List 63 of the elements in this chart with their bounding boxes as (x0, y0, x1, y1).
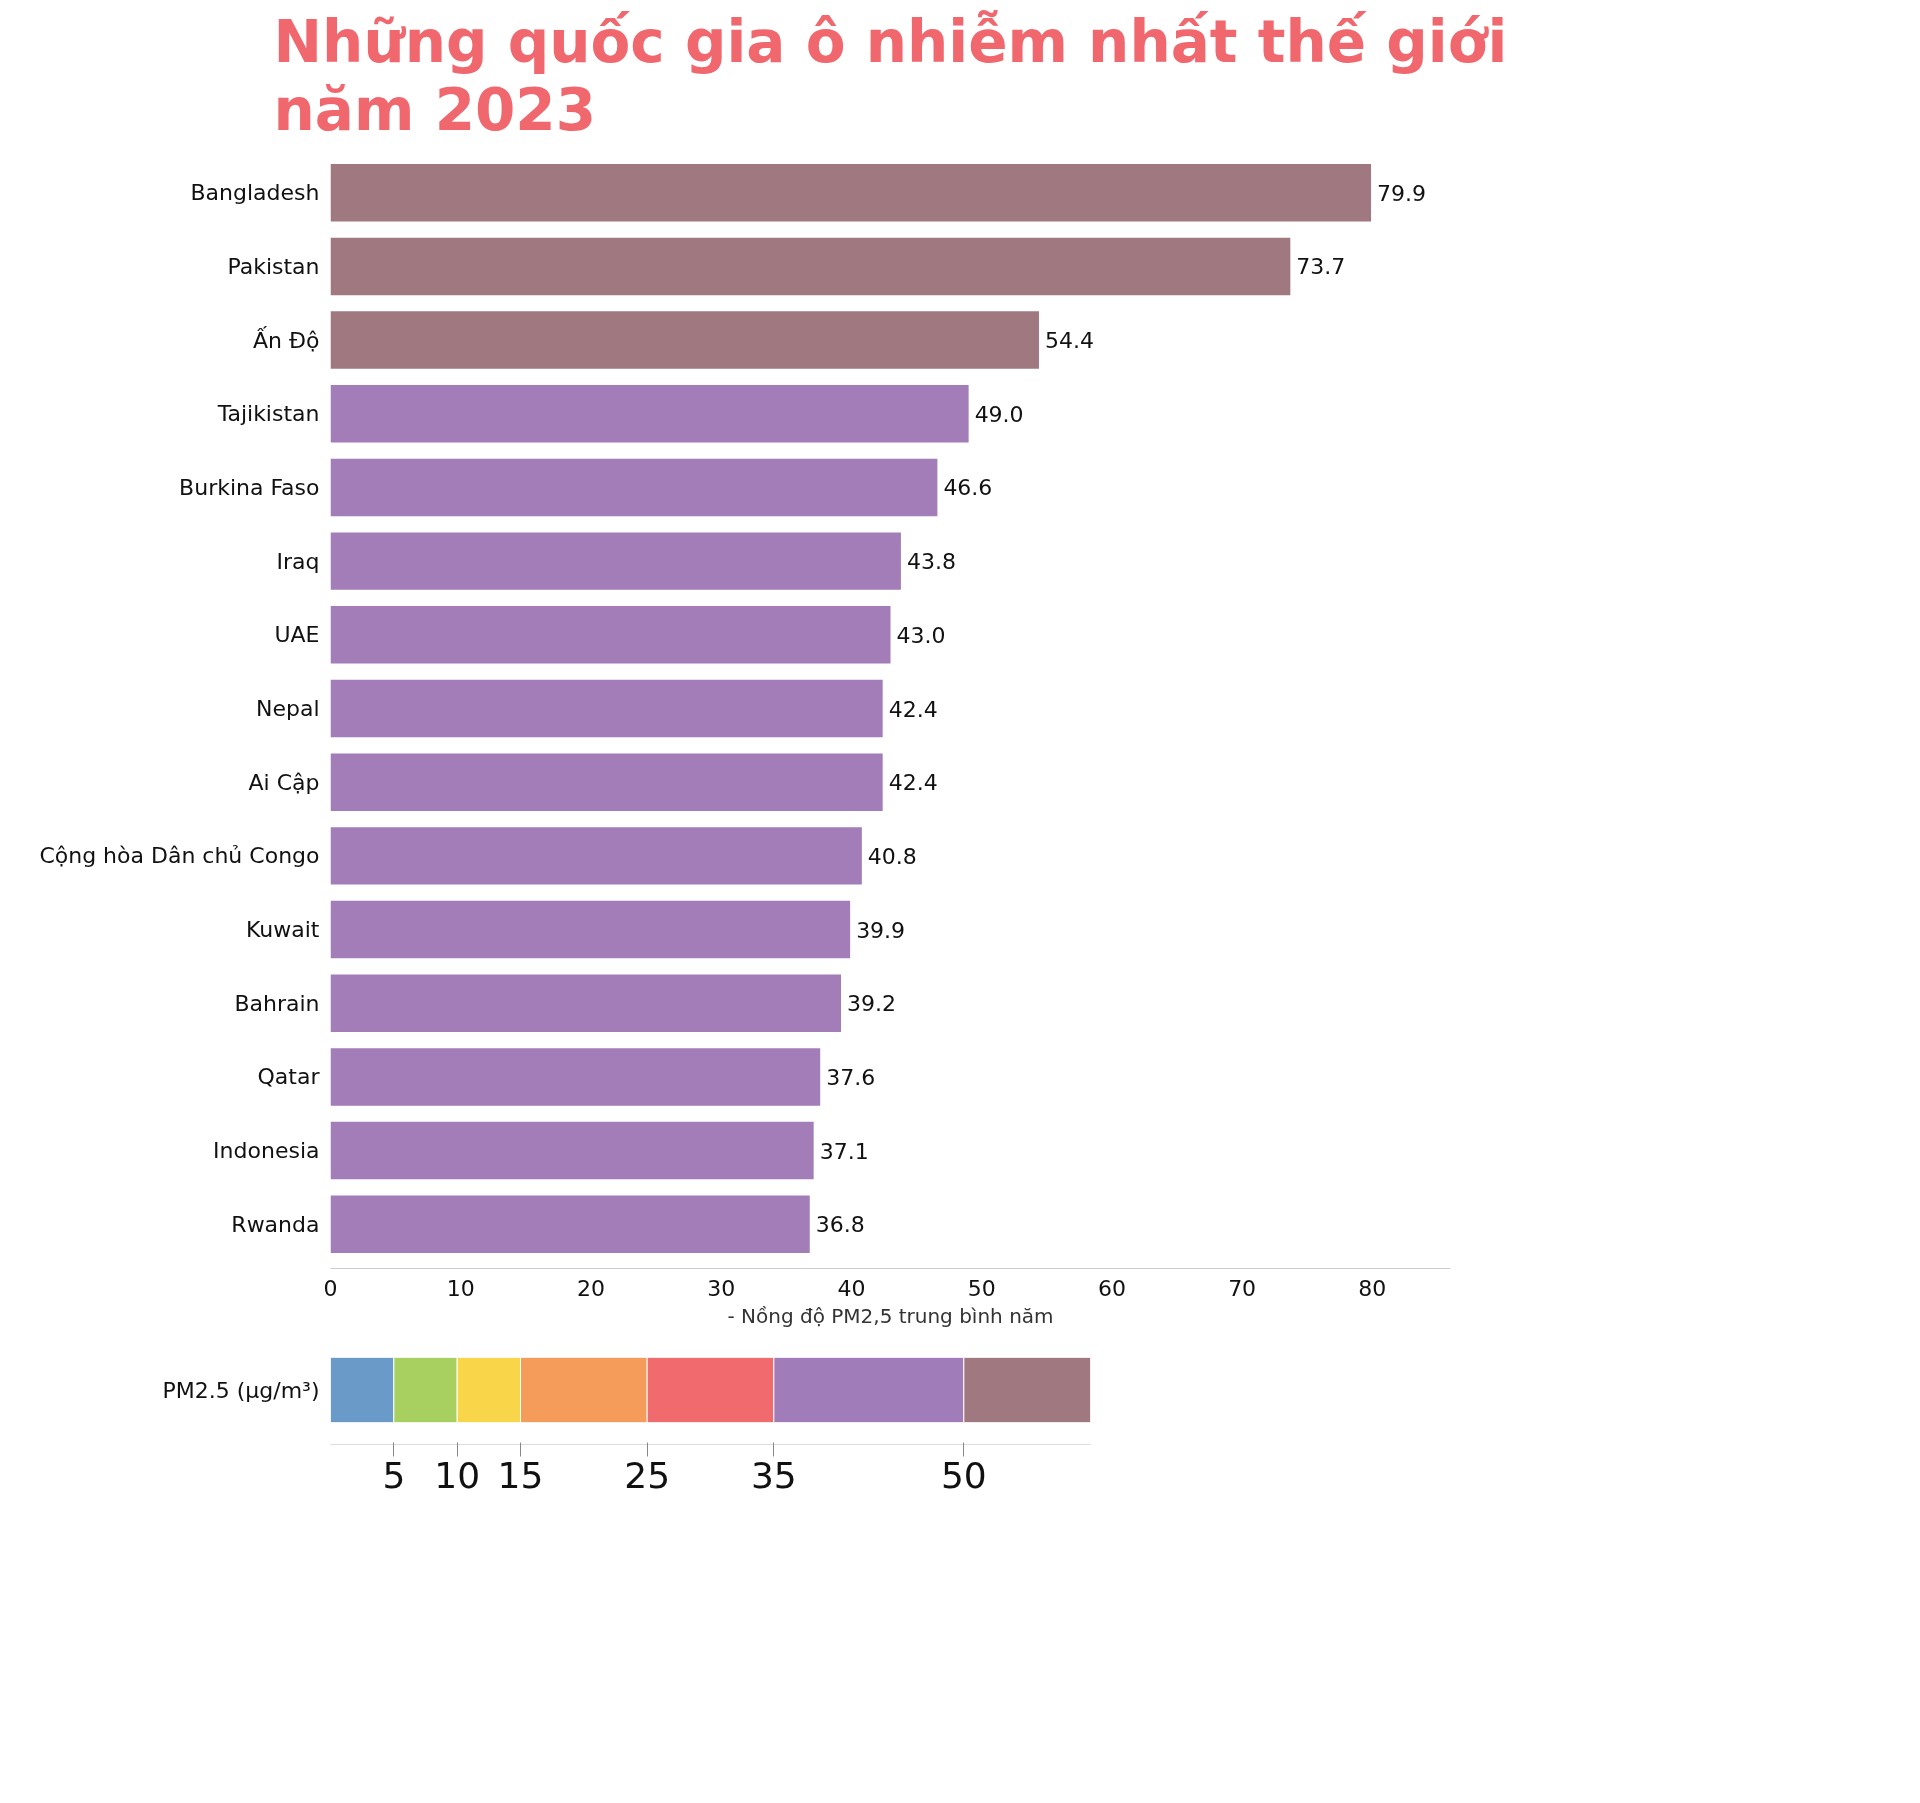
bar (330, 1048, 821, 1106)
bar (330, 385, 969, 443)
bar (330, 606, 891, 664)
y-tick-label: Bangladesh (190, 180, 320, 206)
x-tick-label: 50 (967, 1275, 996, 1301)
x-axis-title: - Nồng độ PM2,5 trung bình năm (727, 1303, 1054, 1328)
bar (330, 458, 938, 517)
data-label: 43.0 (896, 622, 946, 648)
y-tick-label: Pakistan (227, 253, 320, 279)
data-label: 39.2 (847, 991, 896, 1017)
y-tick-label: Nepal (255, 696, 320, 721)
data-label: 54.4 (1044, 328, 1094, 354)
y-tick-label: Rwanda (231, 1211, 320, 1237)
data-label: 39.9 (856, 917, 906, 943)
x-tick-label: 15 (497, 1454, 544, 1496)
data-label: 40.8 (867, 843, 917, 869)
bar (330, 900, 851, 959)
text: PM2.5 (µg/m³) (162, 1377, 320, 1403)
y-tick-label: Bahrain (234, 990, 320, 1016)
x-tick-label: 0 (323, 1275, 338, 1301)
data-label: 37.1 (819, 1138, 869, 1164)
x-tick-label: 80 (1358, 1275, 1387, 1301)
y-tick-label: Ai Cập (248, 769, 320, 795)
data-label: 36.8 (815, 1212, 865, 1238)
x-tick-label: 60 (1097, 1275, 1126, 1301)
x-tick-label: 30 (707, 1275, 736, 1301)
bar (330, 1195, 810, 1254)
data-label: 73.7 (1296, 254, 1346, 280)
data-label: 43.8 (906, 549, 956, 575)
y-tick-label: Indonesia (213, 1138, 320, 1164)
data-label: 37.6 (826, 1064, 876, 1090)
x-tick-label: 20 (576, 1275, 605, 1301)
y-tick-label: Qatar (257, 1064, 321, 1090)
x-tick-label: 5 (382, 1454, 406, 1496)
bar (330, 827, 862, 885)
y-tick-label: Cộng hòa Dân chủ Congo (39, 843, 320, 869)
y-tick-label: Ấn Độ (253, 325, 320, 353)
x-tick-label: 10 (446, 1275, 475, 1301)
y-tick-label: Tajikistan (216, 401, 320, 427)
data-label: 79.9 (1377, 180, 1427, 206)
x-tick-label: 25 (624, 1454, 671, 1496)
x-tick-label: 40 (837, 1275, 866, 1301)
bar (330, 753, 883, 811)
bar (330, 679, 883, 738)
x-tick-label: 50 (940, 1454, 987, 1496)
data-label: 46.6 (943, 475, 993, 501)
data-label: 42.4 (888, 696, 938, 722)
x-tick-label: 10 (434, 1454, 481, 1496)
x-tick-label: 35 (750, 1454, 797, 1496)
x-tick-label: 70 (1228, 1275, 1257, 1301)
bar (330, 237, 1291, 296)
bar (330, 163, 1372, 222)
bar (330, 311, 1039, 369)
y-tick-label: UAE (274, 622, 320, 648)
chart-title: Những quốc gia ô nhiễm nhất thế giới năm 2023 (273, 7, 1508, 144)
bar (330, 974, 842, 1032)
y-tick-label: Kuwait (246, 917, 320, 943)
data-label: 42.4 (888, 770, 938, 796)
bar (330, 532, 901, 590)
y-tick-label: Iraq (276, 548, 320, 574)
y-tick-label: Burkina Faso (179, 474, 320, 500)
bar (330, 1121, 814, 1180)
data-label: 49.0 (974, 401, 1024, 427)
